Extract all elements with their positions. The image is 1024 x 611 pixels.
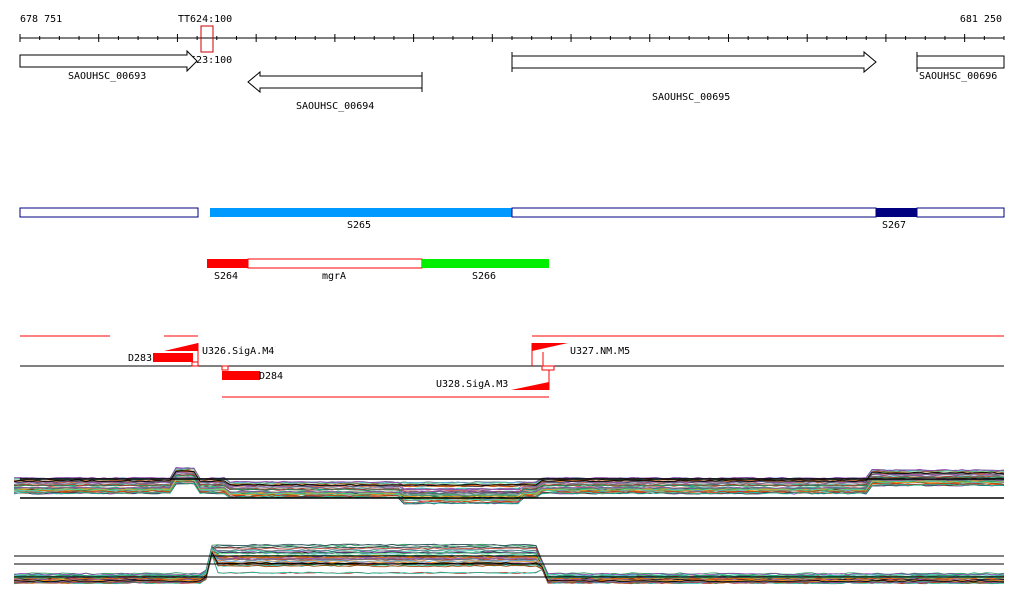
feature-u328-siga-m3[interactable]: U328.SigA.M3 bbox=[436, 365, 555, 390]
feature-marker bbox=[191, 361, 199, 367]
feature-marker bbox=[221, 365, 229, 371]
feature-marker bbox=[541, 365, 555, 371]
segment-label: S264 bbox=[214, 271, 238, 282]
expression-track-2 bbox=[13, 543, 1005, 585]
segment-label: S267 bbox=[882, 220, 906, 231]
promoter-flag bbox=[511, 382, 549, 390]
expression-profile-line bbox=[13, 543, 1005, 578]
feature-label: U327.NM.M5 bbox=[570, 346, 630, 357]
gene-saouhsc-00696[interactable]: SAOUHSC_00696 bbox=[916, 52, 1005, 82]
segment-label: mgrA bbox=[322, 271, 346, 282]
segment-empty[interactable] bbox=[916, 207, 1005, 218]
gene-arrow bbox=[19, 49, 198, 73]
expression-profile-line bbox=[14, 482, 1005, 505]
feature-label: D283 bbox=[128, 353, 152, 364]
feature-block bbox=[153, 353, 193, 362]
feature-u327-nm-m5[interactable]: U327.NM.M5 bbox=[531, 343, 630, 366]
segment-track-1: S265 S267 bbox=[19, 207, 1005, 231]
gene-arrow bbox=[916, 55, 1005, 69]
expression-profile-line bbox=[13, 470, 1005, 491]
terminator-label: TT623:100 bbox=[178, 55, 232, 66]
expression-profile-line bbox=[13, 481, 1005, 504]
expression-profile-line bbox=[13, 553, 1005, 585]
expression-track-1 bbox=[13, 466, 1005, 505]
expression-profile-line bbox=[13, 545, 1005, 578]
expression-profile-line bbox=[13, 472, 1005, 495]
terminator-tt624[interactable]: TT624:100 bbox=[178, 14, 232, 53]
terminator-box bbox=[200, 25, 214, 53]
expression-profile-line bbox=[13, 470, 1005, 487]
feature-d283[interactable]: D283 bbox=[128, 353, 199, 367]
segment-s265[interactable] bbox=[210, 208, 512, 217]
feature-label: U326.SigA.M4 bbox=[202, 346, 274, 357]
expression-profile-line bbox=[13, 549, 1005, 579]
ruler-ticks bbox=[19, 34, 1005, 42]
terminator-label: TT624:100 bbox=[178, 14, 232, 25]
segment-s266[interactable] bbox=[422, 259, 549, 268]
feature-track: D283 U326.SigA.M4 D284 U327.NM.M5 U328.S… bbox=[20, 335, 1004, 398]
promoter-flag bbox=[532, 343, 568, 351]
feature-label: D284 bbox=[259, 371, 283, 382]
expression-profile-line bbox=[13, 479, 1005, 502]
expression-profile-line bbox=[13, 545, 1005, 576]
expression-profile-line bbox=[13, 474, 1005, 497]
feature-block bbox=[222, 371, 260, 380]
feature-label: U328.SigA.M3 bbox=[436, 379, 508, 390]
segment-empty[interactable] bbox=[19, 207, 199, 218]
feature-d284[interactable]: D284 bbox=[221, 365, 283, 382]
gene-label: SAOUHSC_00694 bbox=[296, 101, 374, 112]
gene-arrow bbox=[511, 50, 877, 74]
segment-s264[interactable] bbox=[207, 259, 248, 268]
promoter-flag bbox=[164, 343, 198, 351]
segment-label: S266 bbox=[472, 271, 496, 282]
segment-label: S265 bbox=[347, 220, 371, 231]
expression-profile-line bbox=[13, 478, 1005, 501]
expression-profile-line bbox=[13, 551, 1005, 583]
segment-empty[interactable] bbox=[511, 207, 877, 218]
gene-label: SAOUHSC_00693 bbox=[68, 71, 146, 82]
expression-profile-line bbox=[13, 482, 1005, 505]
expression-profile-line bbox=[13, 477, 1005, 497]
gene-saouhsc-00694[interactable]: SAOUHSC_00694 bbox=[247, 70, 423, 112]
coordinate-end: 681 250 bbox=[960, 14, 1002, 25]
segment-s267[interactable] bbox=[876, 208, 917, 217]
ruler bbox=[19, 34, 1005, 42]
segment-track-2: S264 mgrA S266 bbox=[207, 258, 549, 282]
expression-lines bbox=[13, 543, 1005, 585]
gene-saouhsc-00693[interactable]: SAOUHSC_00693 bbox=[19, 49, 198, 82]
expression-profile-line bbox=[13, 477, 1005, 494]
gene-label: SAOUHSC_00696 bbox=[919, 71, 997, 82]
gene-saouhsc-00695[interactable]: SAOUHSC_00695 bbox=[511, 50, 877, 103]
feature-u326-siga-m4[interactable]: U326.SigA.M4 bbox=[164, 343, 274, 366]
segment-mgra[interactable] bbox=[247, 258, 423, 269]
expression-profile-line bbox=[13, 470, 1005, 487]
gene-arrow bbox=[247, 70, 423, 94]
coordinate-start: 678 751 bbox=[20, 14, 62, 25]
gene-label: SAOUHSC_00695 bbox=[652, 92, 730, 103]
